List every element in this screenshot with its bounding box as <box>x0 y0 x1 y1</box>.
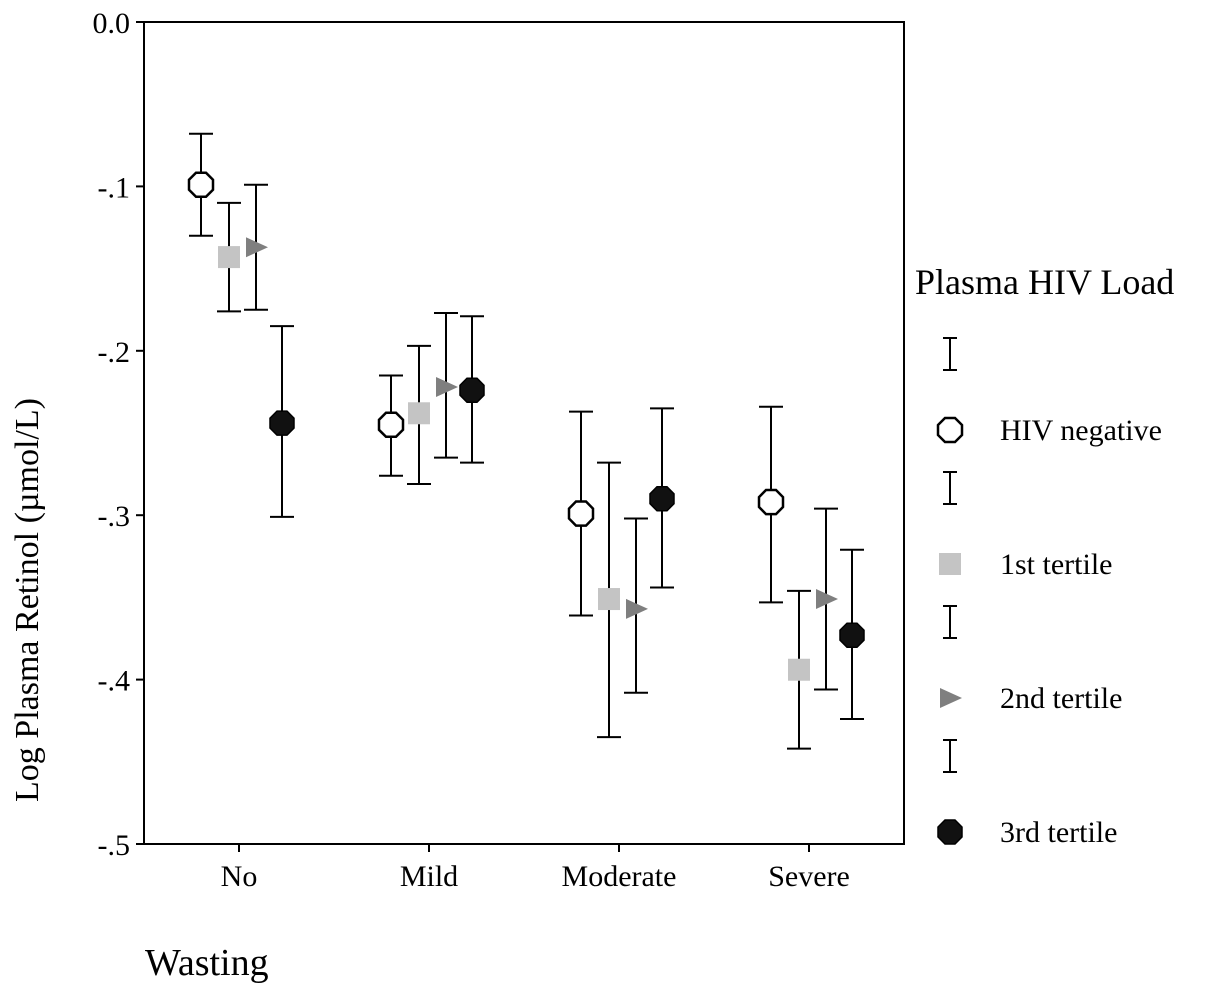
series-2 <box>217 201 811 750</box>
legend-title: Plasma HIV Load <box>915 262 1174 302</box>
series-1 <box>187 132 785 617</box>
data-point <box>598 588 620 611</box>
series-4 <box>269 315 865 721</box>
plot-frame <box>143 21 905 845</box>
x-axis-label: Wasting <box>145 942 269 984</box>
legend-label: 2nd tertile <box>1000 682 1122 715</box>
y-tick-label: 0.0 <box>93 7 131 40</box>
data-point <box>246 237 268 258</box>
data-point <box>839 622 865 648</box>
data-point <box>649 485 675 512</box>
legend-marker <box>937 819 963 845</box>
legend: HIV negative 1st tertile 2nd tertile 3rd te… <box>936 337 1162 849</box>
data-point <box>788 658 810 681</box>
data-point <box>377 411 405 439</box>
legend-marker <box>936 416 964 444</box>
data-point <box>626 598 648 619</box>
data-point <box>218 246 240 269</box>
data-point <box>436 376 458 397</box>
plot-marks <box>187 132 865 750</box>
data-point <box>459 377 485 404</box>
x-tick-label: Severe <box>768 860 850 893</box>
x-tick-label: Mild <box>400 860 458 893</box>
y-tick-label: -.1 <box>98 171 131 204</box>
data-point <box>187 171 215 199</box>
legend-label: 3rd tertile <box>1000 816 1117 849</box>
data-point <box>408 402 430 425</box>
y-tick-label: -.4 <box>98 665 131 698</box>
y-axis-label: Log Plasma Retinol (µmol/L) <box>9 398 46 802</box>
y-tick-label: -.2 <box>98 336 131 369</box>
legend-marker <box>939 553 961 575</box>
x-axis: No Mild Moderate Severe <box>221 844 850 893</box>
data-point <box>567 500 595 527</box>
x-tick-label: Moderate <box>562 860 677 893</box>
legend-label: 1st tertile <box>1000 548 1112 581</box>
y-tick-label: -.3 <box>98 500 131 533</box>
series-3 <box>244 183 838 694</box>
data-point <box>816 589 838 610</box>
x-tick-label: No <box>221 860 258 893</box>
legend-marker <box>940 688 962 708</box>
data-point <box>269 410 295 436</box>
y-tick-label: -.5 <box>98 829 131 862</box>
y-axis: 0.0 -.1 -.2 -.3 -.4 -.5 <box>93 7 144 862</box>
legend-label: HIV negative <box>1000 414 1162 447</box>
data-point <box>757 488 785 516</box>
